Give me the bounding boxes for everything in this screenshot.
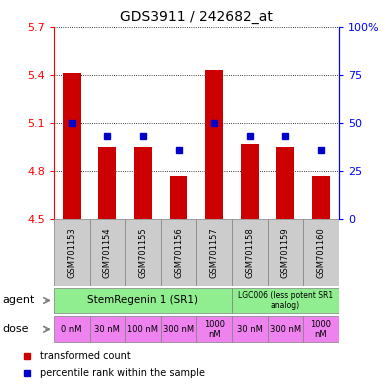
- Text: 1000
nM: 1000 nM: [310, 319, 331, 339]
- Bar: [312, 175, 330, 219]
- Bar: [232, 316, 268, 342]
- Bar: [196, 316, 232, 342]
- Bar: [276, 147, 294, 219]
- Text: agent: agent: [2, 295, 34, 306]
- Bar: [54, 316, 90, 342]
- Bar: [232, 288, 339, 313]
- Text: 300 nM: 300 nM: [270, 325, 301, 334]
- Bar: [54, 219, 90, 286]
- Bar: [196, 219, 232, 286]
- Bar: [63, 73, 80, 219]
- Bar: [205, 70, 223, 219]
- Text: 0 nM: 0 nM: [62, 325, 82, 334]
- Bar: [161, 316, 196, 342]
- Text: LGC006 (less potent SR1
analog): LGC006 (less potent SR1 analog): [238, 291, 333, 310]
- Text: 30 nM: 30 nM: [237, 325, 263, 334]
- Text: 100 nM: 100 nM: [127, 325, 159, 334]
- Text: GSM701160: GSM701160: [316, 227, 325, 278]
- Text: 300 nM: 300 nM: [163, 325, 194, 334]
- Bar: [241, 144, 259, 219]
- Bar: [90, 316, 125, 342]
- Bar: [99, 147, 116, 219]
- Title: GDS3911 / 242682_at: GDS3911 / 242682_at: [120, 10, 273, 25]
- Text: GSM701153: GSM701153: [67, 227, 76, 278]
- Text: 1000
nM: 1000 nM: [204, 319, 225, 339]
- Bar: [134, 147, 152, 219]
- Text: GSM701157: GSM701157: [210, 227, 219, 278]
- Bar: [161, 219, 196, 286]
- Text: 30 nM: 30 nM: [94, 325, 120, 334]
- Text: StemRegenin 1 (SR1): StemRegenin 1 (SR1): [87, 295, 198, 306]
- Text: GSM701158: GSM701158: [245, 227, 254, 278]
- Bar: [125, 219, 161, 286]
- Bar: [303, 219, 339, 286]
- Bar: [90, 219, 125, 286]
- Text: GSM701155: GSM701155: [139, 227, 147, 278]
- Text: GSM701156: GSM701156: [174, 227, 183, 278]
- Bar: [268, 316, 303, 342]
- Text: percentile rank within the sample: percentile rank within the sample: [40, 368, 206, 378]
- Text: GSM701154: GSM701154: [103, 227, 112, 278]
- Bar: [125, 316, 161, 342]
- Text: dose: dose: [2, 324, 28, 334]
- Bar: [232, 219, 268, 286]
- Bar: [170, 175, 187, 219]
- Bar: [268, 219, 303, 286]
- Bar: [54, 288, 232, 313]
- Text: transformed count: transformed count: [40, 351, 131, 361]
- Text: GSM701159: GSM701159: [281, 227, 290, 278]
- Bar: [303, 316, 339, 342]
